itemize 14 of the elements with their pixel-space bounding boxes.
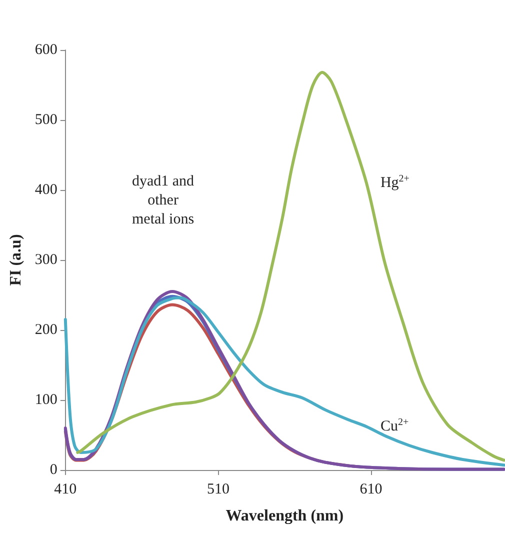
x-axis-title: Wavelength (nm)	[226, 508, 344, 524]
x-tick-label: 410	[54, 482, 77, 498]
annotation: dyad1 and other metal ions	[132, 174, 195, 228]
x-tick-label: 510	[206, 482, 230, 498]
y-tick-label: 600	[34, 42, 58, 58]
y-tick-label: 200	[34, 322, 58, 338]
y-tick-label: 0	[50, 462, 58, 478]
y-tick-label: 100	[34, 392, 58, 408]
y-axis-title: FI (a.u)	[8, 234, 24, 286]
x-tick-label: 610	[360, 482, 382, 498]
line-series	[76, 70, 505, 462]
y-tick-label: 300	[34, 252, 58, 268]
y-tick-label: 400	[34, 182, 58, 198]
y-tick-label: 500	[34, 112, 58, 128]
